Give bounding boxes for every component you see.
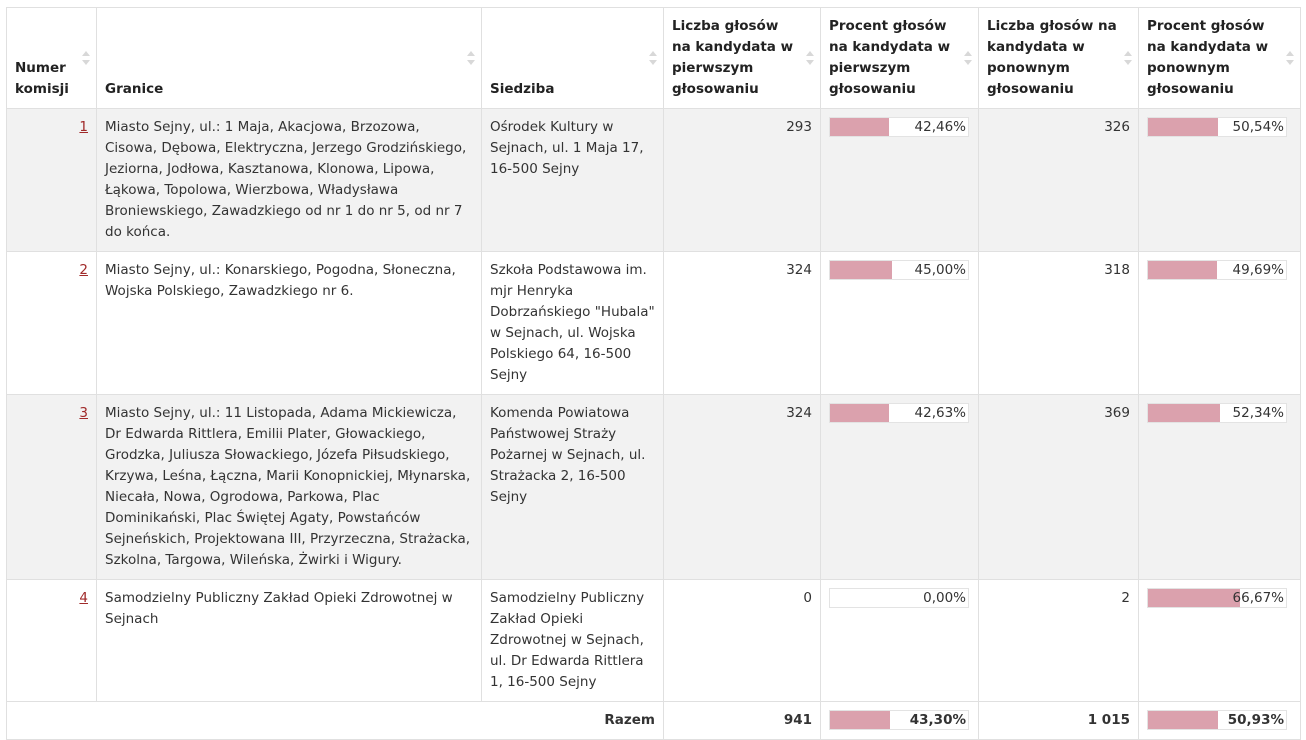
header-liczba-pierwsze[interactable]: Liczba głosów na kandydata w pierwszym g… — [663, 7, 821, 109]
sort-icon[interactable] — [964, 50, 972, 66]
table-row: 3 Miasto Sejny, ul.: 11 Listopada, Adama… — [6, 394, 1301, 580]
percent-bar: 42,46% — [829, 117, 969, 137]
sort-icon[interactable] — [806, 50, 814, 66]
sort-icon[interactable] — [82, 50, 90, 66]
table-row: 1 Miasto Sejny, ul.: 1 Maja, Akacjowa, B… — [6, 108, 1301, 252]
komisja-cell: 1 — [6, 108, 97, 252]
sort-icon[interactable] — [467, 50, 475, 66]
komisja-cell: 2 — [6, 251, 97, 395]
total-label: Razem — [6, 701, 664, 740]
percent-bar-fill — [830, 118, 889, 136]
procent-ponowne-cell: 50,54% — [1138, 108, 1301, 252]
percent-bar: 50,54% — [1147, 117, 1287, 137]
percent-bar: 42,63% — [829, 403, 969, 423]
liczba-pierwsze-cell: 324 — [663, 251, 821, 395]
procent-ponowne-cell: 49,69% — [1138, 251, 1301, 395]
percent-bar: 52,34% — [1147, 403, 1287, 423]
percent-bar-fill — [1148, 589, 1240, 607]
granice-cell: Miasto Sejny, ul.: Konarskiego, Pogodna,… — [96, 251, 482, 395]
header-liczba-ponowne[interactable]: Liczba głosów na kandydata w ponownym gł… — [978, 7, 1139, 109]
header-siedziba[interactable]: Siedziba — [481, 7, 664, 109]
sort-icon[interactable] — [1286, 50, 1294, 66]
komisja-link[interactable]: 4 — [79, 590, 88, 606]
percent-label: 45,00% — [914, 262, 966, 278]
total-procent-ponowne: 50,93% — [1138, 701, 1301, 740]
header-label: Liczba głosów na kandydata w pierwszym g… — [672, 18, 794, 97]
header-numer-komisji[interactable]: Numer komisji — [6, 7, 97, 109]
percent-label: 50,54% — [1232, 119, 1284, 135]
header-granice[interactable]: Granice — [96, 7, 482, 109]
results-table: Numer komisji Granice Siedziba Liczba gł… — [6, 7, 1301, 740]
header-procent-ponowne[interactable]: Procent głosów na kandydata w ponownym g… — [1138, 7, 1301, 109]
procent-pierwsze-cell: 42,63% — [820, 394, 979, 580]
sort-icon[interactable] — [649, 50, 657, 66]
liczba-pierwsze-cell: 324 — [663, 394, 821, 580]
header-procent-pierwsze[interactable]: Procent głosów na kandydata w pierwszym … — [820, 7, 979, 109]
granice-cell: Miasto Sejny, ul.: 1 Maja, Akacjowa, Brz… — [96, 108, 482, 252]
liczba-pierwsze-cell: 293 — [663, 108, 821, 252]
procent-ponowne-cell: 66,67% — [1138, 579, 1301, 702]
percent-bar-fill — [1148, 261, 1217, 279]
liczba-ponowne-cell: 2 — [978, 579, 1139, 702]
siedziba-cell: Ośrodek Kultury w Sejnach, ul. 1 Maja 17… — [481, 108, 664, 252]
liczba-ponowne-cell: 318 — [978, 251, 1139, 395]
percent-label: 0,00% — [923, 590, 966, 606]
percent-label: 43,30% — [909, 712, 966, 728]
liczba-ponowne-cell: 326 — [978, 108, 1139, 252]
total-procent-pierwsze: 43,30% — [820, 701, 979, 740]
komisja-link[interactable]: 3 — [79, 405, 88, 421]
total-liczba-pierwsze: 941 — [663, 701, 821, 740]
percent-bar-fill — [830, 261, 893, 279]
percent-bar: 49,69% — [1147, 260, 1287, 280]
siedziba-cell: Komenda Powiatowa Państwowej Straży Poża… — [481, 394, 664, 580]
table-row: 4 Samodzielny Publiczny Zakład Opieki Zd… — [6, 579, 1301, 702]
liczba-pierwsze-cell: 0 — [663, 579, 821, 702]
siedziba-cell: Samodzielny Publiczny Zakład Opieki Zdro… — [481, 579, 664, 702]
granice-cell: Miasto Sejny, ul.: 11 Listopada, Adama M… — [96, 394, 482, 580]
percent-bar: 50,93% — [1147, 710, 1287, 730]
percent-label: 50,93% — [1227, 712, 1284, 728]
komisja-cell: 4 — [6, 579, 97, 702]
header-label: Procent głosów na kandydata w ponownym g… — [1147, 18, 1269, 97]
percent-bar: 0,00% — [829, 588, 969, 608]
header-row: Numer komisji Granice Siedziba Liczba gł… — [6, 7, 1301, 109]
komisja-cell: 3 — [6, 394, 97, 580]
percent-bar: 45,00% — [829, 260, 969, 280]
procent-pierwsze-cell: 42,46% — [820, 108, 979, 252]
percent-label: 49,69% — [1232, 262, 1284, 278]
table-row: 2 Miasto Sejny, ul.: Konarskiego, Pogodn… — [6, 251, 1301, 395]
sort-icon[interactable] — [1124, 50, 1132, 66]
header-label: Liczba głosów na kandydata w ponownym gł… — [987, 18, 1117, 97]
percent-label: 42,46% — [914, 119, 966, 135]
header-label: Procent głosów na kandydata w pierwszym … — [829, 18, 951, 97]
percent-label: 52,34% — [1232, 405, 1284, 421]
percent-bar-fill — [1148, 711, 1219, 729]
percent-bar-fill — [1148, 118, 1218, 136]
total-row: Razem 941 43,30% 1 015 50,93% — [6, 701, 1301, 740]
komisja-link[interactable]: 1 — [79, 119, 88, 135]
komisja-link[interactable]: 2 — [79, 262, 88, 278]
percent-bar-fill — [1148, 404, 1221, 422]
percent-bar: 66,67% — [1147, 588, 1287, 608]
percent-label: 42,63% — [914, 405, 966, 421]
procent-ponowne-cell: 52,34% — [1138, 394, 1301, 580]
siedziba-cell: Szkoła Podstawowa im. mjr Henryka Dobrza… — [481, 251, 664, 395]
percent-label: 66,67% — [1232, 590, 1284, 606]
header-label: Granice — [105, 81, 164, 97]
header-label: Numer komisji — [15, 60, 69, 97]
percent-bar-fill — [830, 711, 890, 729]
percent-bar-fill — [830, 404, 889, 422]
percent-bar: 43,30% — [829, 710, 969, 730]
total-liczba-ponowne: 1 015 — [978, 701, 1139, 740]
liczba-ponowne-cell: 369 — [978, 394, 1139, 580]
granice-cell: Samodzielny Publiczny Zakład Opieki Zdro… — [96, 579, 482, 702]
procent-pierwsze-cell: 45,00% — [820, 251, 979, 395]
header-label: Siedziba — [490, 81, 555, 97]
procent-pierwsze-cell: 0,00% — [820, 579, 979, 702]
